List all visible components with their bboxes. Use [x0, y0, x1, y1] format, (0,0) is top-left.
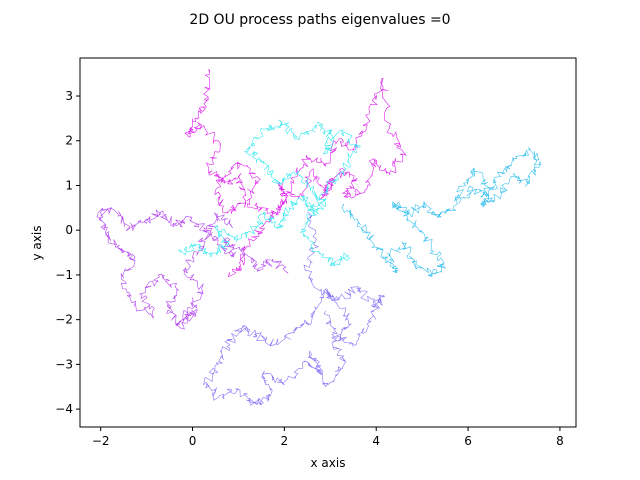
ou-path-series-3: [203, 212, 385, 406]
ou-path-series-2: [96, 207, 289, 330]
y-tick-label: 1: [65, 178, 73, 192]
y-tick-label: −3: [55, 357, 73, 371]
y-axis-label: y axis: [30, 226, 44, 261]
x-tick-label: −2: [92, 434, 110, 448]
x-tick-label: 8: [556, 434, 564, 448]
y-tick-label: 0: [65, 223, 73, 237]
x-tick-label: 4: [372, 434, 380, 448]
y-tick-label: −2: [55, 313, 73, 327]
paths-layer: [96, 69, 542, 406]
x-tick-label: 6: [464, 434, 472, 448]
chart-title: 2D OU process paths eigenvalues =0: [189, 12, 450, 28]
ou-path-series-5: [341, 147, 542, 277]
plot-area-frame: [79, 57, 577, 428]
x-axis-ticks: −2 0 2 4 6 8: [92, 427, 564, 448]
x-tick-label: 2: [281, 434, 289, 448]
y-tick-label: −1: [55, 268, 73, 282]
y-tick-label: 2: [65, 134, 73, 148]
y-axis-ticks: −4 −3 −2 −1 0 1 2 3: [55, 89, 80, 416]
x-axis-label: x axis: [311, 456, 346, 470]
x-tick-label: 0: [189, 434, 197, 448]
y-tick-label: −4: [55, 402, 73, 416]
y-tick-label: 3: [65, 89, 73, 103]
ou-path-series-4: [178, 119, 361, 267]
